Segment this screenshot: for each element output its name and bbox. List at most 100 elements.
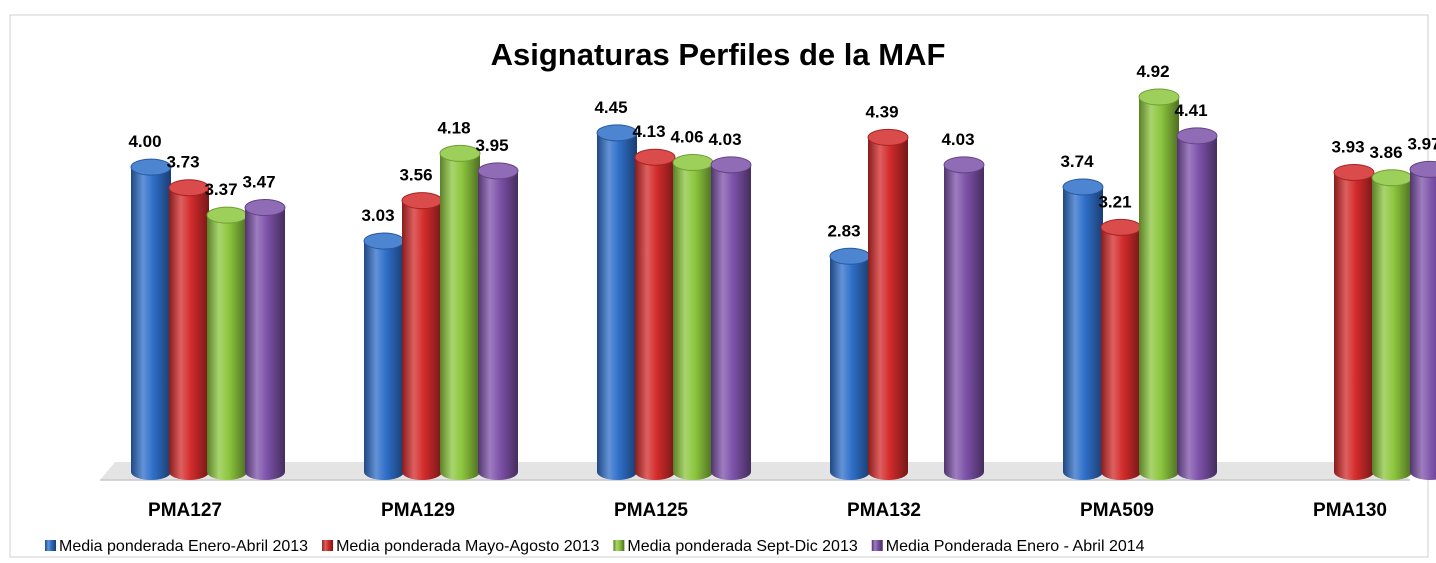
bar-body bbox=[440, 153, 480, 472]
bar-top bbox=[1062, 178, 1104, 196]
bar-bottom bbox=[944, 464, 984, 480]
bar-bottom bbox=[1063, 464, 1103, 480]
value-label: 4.03 bbox=[941, 130, 974, 149]
bar-body bbox=[245, 207, 285, 472]
bar-bottom bbox=[1139, 464, 1179, 480]
legend-swatch bbox=[322, 540, 334, 551]
bar-top bbox=[130, 158, 172, 176]
bar-body bbox=[1177, 135, 1217, 472]
bar-body bbox=[635, 157, 675, 472]
x-tick-label: PMA125 bbox=[614, 500, 688, 521]
bar-bottom bbox=[364, 464, 404, 480]
bar-top bbox=[710, 156, 752, 174]
bar bbox=[130, 158, 172, 480]
value-label: 4.13 bbox=[632, 122, 665, 141]
bar bbox=[1062, 178, 1104, 480]
bar-body bbox=[1372, 177, 1412, 473]
bar-bottom bbox=[1372, 464, 1412, 480]
legend-label: Media ponderada Sept-Dic 2013 bbox=[627, 538, 857, 555]
legend-swatch bbox=[45, 540, 56, 551]
bar-body bbox=[868, 137, 908, 472]
bar bbox=[477, 162, 519, 480]
value-label: 3.97 bbox=[1407, 134, 1436, 153]
value-label: 4.06 bbox=[670, 128, 703, 147]
value-label: 3.56 bbox=[399, 166, 432, 185]
bar-bottom bbox=[131, 464, 171, 480]
bar bbox=[710, 156, 752, 480]
bar bbox=[206, 206, 248, 480]
bar-top bbox=[168, 179, 210, 197]
bar-bottom bbox=[478, 464, 518, 480]
bar bbox=[943, 156, 985, 480]
value-label: 3.03 bbox=[361, 206, 394, 225]
bar-bottom bbox=[597, 464, 637, 480]
bar-top bbox=[1333, 163, 1375, 181]
bar-top bbox=[1176, 127, 1218, 145]
x-tick-label: PMA127 bbox=[148, 500, 222, 521]
value-label: 3.73 bbox=[166, 153, 199, 172]
bar-bottom bbox=[1177, 464, 1217, 480]
bar bbox=[634, 148, 676, 480]
bar-top bbox=[477, 162, 519, 180]
bar-top bbox=[206, 206, 248, 224]
value-label: 2.83 bbox=[827, 221, 860, 240]
bar bbox=[596, 124, 638, 480]
value-label: 4.00 bbox=[128, 132, 161, 151]
bar-top bbox=[1409, 160, 1436, 178]
bar-body bbox=[1334, 172, 1374, 472]
value-label: 3.86 bbox=[1369, 143, 1402, 162]
legend-label: Media ponderada Enero-Abril 2013 bbox=[59, 538, 308, 555]
legend-label: Media Ponderada Enero - Abril 2014 bbox=[886, 538, 1145, 555]
bar bbox=[1371, 169, 1413, 480]
bar bbox=[401, 192, 443, 480]
bar-bottom bbox=[402, 464, 442, 480]
bar bbox=[363, 232, 405, 480]
bar-top bbox=[943, 156, 985, 174]
bar bbox=[1176, 127, 1218, 480]
legend-swatch bbox=[871, 540, 883, 551]
bar-body bbox=[169, 187, 209, 472]
bar bbox=[1409, 160, 1436, 480]
bar-body bbox=[1063, 186, 1103, 472]
value-label: 4.39 bbox=[865, 102, 898, 121]
bar-top bbox=[244, 199, 286, 217]
bar-top bbox=[1138, 88, 1180, 106]
bar bbox=[168, 179, 210, 480]
value-label: 4.92 bbox=[1136, 62, 1169, 81]
legend-swatch bbox=[613, 540, 625, 551]
x-tick-label: PMA129 bbox=[381, 500, 455, 521]
bar-body bbox=[478, 170, 518, 472]
bar bbox=[672, 154, 714, 480]
bar-body bbox=[673, 162, 713, 473]
bar bbox=[867, 128, 909, 480]
bar-body bbox=[207, 215, 247, 472]
value-label: 4.45 bbox=[594, 98, 627, 117]
bar bbox=[1138, 88, 1180, 480]
bar-body bbox=[131, 167, 171, 472]
bar-body bbox=[1410, 169, 1436, 472]
bar-bottom bbox=[1101, 464, 1141, 480]
bar-top bbox=[363, 232, 405, 250]
bar-top bbox=[439, 144, 481, 162]
bar-top bbox=[1100, 218, 1142, 236]
bar bbox=[244, 199, 286, 480]
bar-top bbox=[672, 154, 714, 172]
bar-top bbox=[401, 192, 443, 210]
bar bbox=[1100, 218, 1142, 480]
bar-bottom bbox=[207, 464, 247, 480]
x-tick-label: PMA130 bbox=[1313, 500, 1387, 521]
bar bbox=[829, 247, 871, 480]
value-label: 3.37 bbox=[204, 180, 237, 199]
value-label: 3.21 bbox=[1098, 192, 1131, 211]
value-label: 3.74 bbox=[1060, 152, 1094, 171]
bar-bottom bbox=[868, 464, 908, 480]
bar-bottom bbox=[830, 464, 870, 480]
x-tick-label: PMA509 bbox=[1080, 500, 1154, 521]
value-label: 4.03 bbox=[708, 130, 741, 149]
bar-body bbox=[830, 256, 870, 472]
value-label: 4.41 bbox=[1174, 101, 1207, 120]
bar-bottom bbox=[440, 464, 480, 480]
bar-body bbox=[402, 200, 442, 472]
